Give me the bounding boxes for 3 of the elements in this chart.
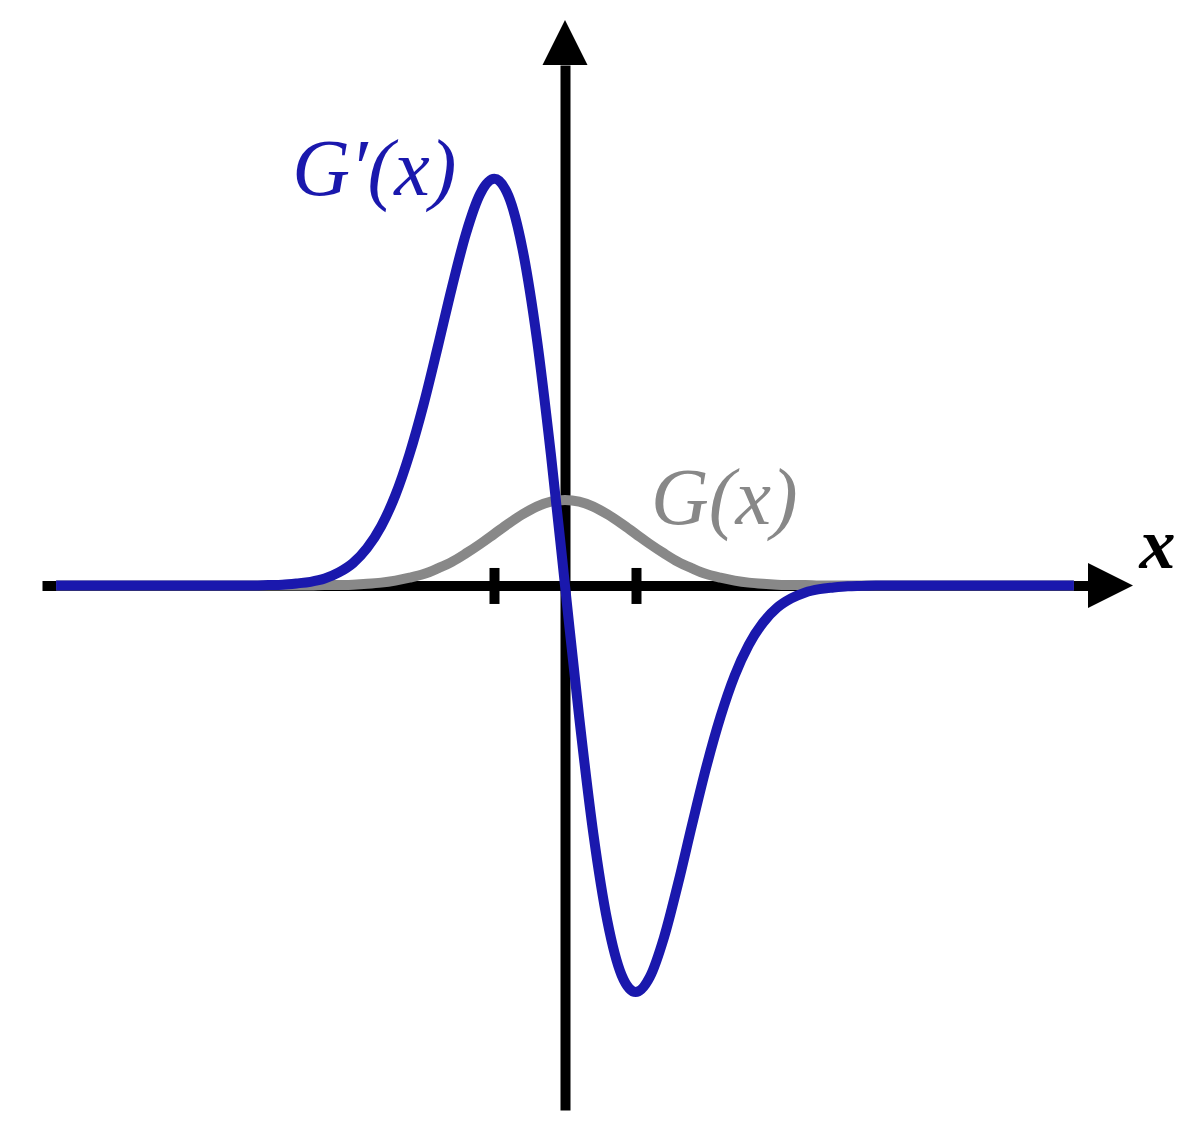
- x-axis-title: x: [1138, 503, 1176, 584]
- series-label: G(x): [651, 453, 798, 543]
- series-label: G′(x): [292, 123, 457, 213]
